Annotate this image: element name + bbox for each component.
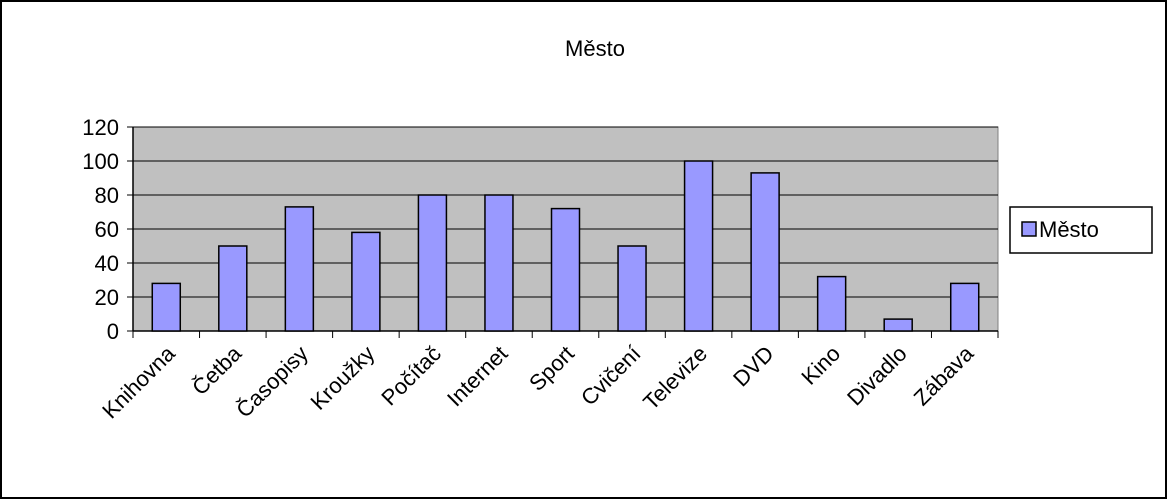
y-tick-label: 80 bbox=[95, 183, 119, 208]
legend: Město bbox=[1009, 206, 1153, 254]
bar-13 bbox=[949, 282, 980, 332]
bar-7 bbox=[550, 207, 581, 332]
y-tick-label: 100 bbox=[82, 149, 119, 174]
y-tick-label: 0 bbox=[107, 319, 119, 344]
bar-5 bbox=[417, 194, 448, 332]
chart-title: Město bbox=[565, 36, 625, 61]
bar-3 bbox=[284, 206, 315, 332]
bar-2 bbox=[218, 245, 248, 332]
y-tick-label: 120 bbox=[82, 115, 119, 140]
bar-1 bbox=[151, 282, 182, 332]
bar-11 bbox=[816, 275, 847, 332]
bar-4 bbox=[351, 231, 381, 332]
y-tick-label: 40 bbox=[95, 251, 119, 276]
bar-12 bbox=[883, 318, 913, 332]
bar-10 bbox=[750, 172, 780, 332]
legend-swatch bbox=[1021, 221, 1037, 237]
bar-6 bbox=[484, 194, 514, 332]
y-tick-label: 20 bbox=[95, 285, 119, 310]
legend-label: Město bbox=[1039, 217, 1099, 242]
y-tick-label: 60 bbox=[95, 217, 119, 242]
bar-9 bbox=[683, 160, 714, 332]
bar-8 bbox=[617, 245, 647, 332]
